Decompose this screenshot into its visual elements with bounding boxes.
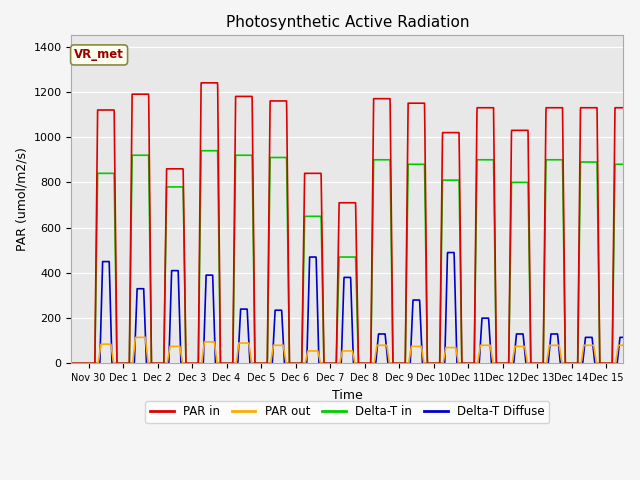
Delta-T Diffuse bbox=[180, 360, 188, 366]
Line: Delta-T Diffuse: Delta-T Diffuse bbox=[72, 252, 623, 363]
Delta-T Diffuse bbox=[535, 360, 543, 366]
Delta-T Diffuse bbox=[68, 360, 76, 366]
PAR out bbox=[620, 342, 627, 348]
Delta-T Diffuse bbox=[502, 360, 510, 366]
PAR out bbox=[535, 360, 543, 366]
Delta-T Diffuse bbox=[444, 250, 451, 255]
Delta-T Diffuse bbox=[620, 335, 627, 340]
Delta-T in bbox=[180, 264, 188, 269]
Delta-T in bbox=[613, 161, 621, 167]
Line: PAR out: PAR out bbox=[72, 337, 623, 363]
PAR in bbox=[502, 360, 510, 366]
Delta-T in bbox=[535, 360, 543, 366]
PAR out bbox=[467, 360, 475, 366]
Delta-T Diffuse bbox=[613, 360, 621, 366]
Delta-T Diffuse bbox=[418, 350, 426, 356]
PAR in bbox=[197, 80, 205, 86]
Delta-T in bbox=[68, 360, 76, 366]
Line: PAR in: PAR in bbox=[72, 83, 623, 363]
Delta-T in bbox=[467, 360, 475, 366]
PAR out bbox=[132, 335, 140, 340]
PAR in bbox=[613, 105, 621, 110]
PAR out bbox=[68, 360, 76, 366]
PAR in bbox=[467, 360, 475, 366]
PAR out bbox=[502, 360, 510, 366]
PAR out bbox=[180, 360, 188, 366]
Line: Delta-T in: Delta-T in bbox=[72, 151, 623, 363]
Delta-T in bbox=[620, 161, 627, 167]
Title: Photosynthetic Active Radiation: Photosynthetic Active Radiation bbox=[225, 15, 469, 30]
PAR in bbox=[68, 360, 76, 366]
Y-axis label: PAR (umol/m2/s): PAR (umol/m2/s) bbox=[15, 147, 28, 252]
PAR out bbox=[419, 348, 426, 354]
PAR out bbox=[613, 349, 621, 355]
PAR in bbox=[180, 253, 188, 259]
PAR in bbox=[535, 360, 543, 366]
Text: VR_met: VR_met bbox=[74, 48, 124, 61]
Delta-T Diffuse bbox=[467, 360, 475, 366]
PAR in bbox=[620, 105, 627, 110]
Delta-T in bbox=[197, 148, 205, 154]
X-axis label: Time: Time bbox=[332, 389, 363, 402]
Delta-T in bbox=[419, 161, 426, 167]
PAR in bbox=[419, 100, 426, 106]
Delta-T in bbox=[502, 360, 510, 366]
Legend: PAR in, PAR out, Delta-T in, Delta-T Diffuse: PAR in, PAR out, Delta-T in, Delta-T Dif… bbox=[145, 401, 549, 423]
